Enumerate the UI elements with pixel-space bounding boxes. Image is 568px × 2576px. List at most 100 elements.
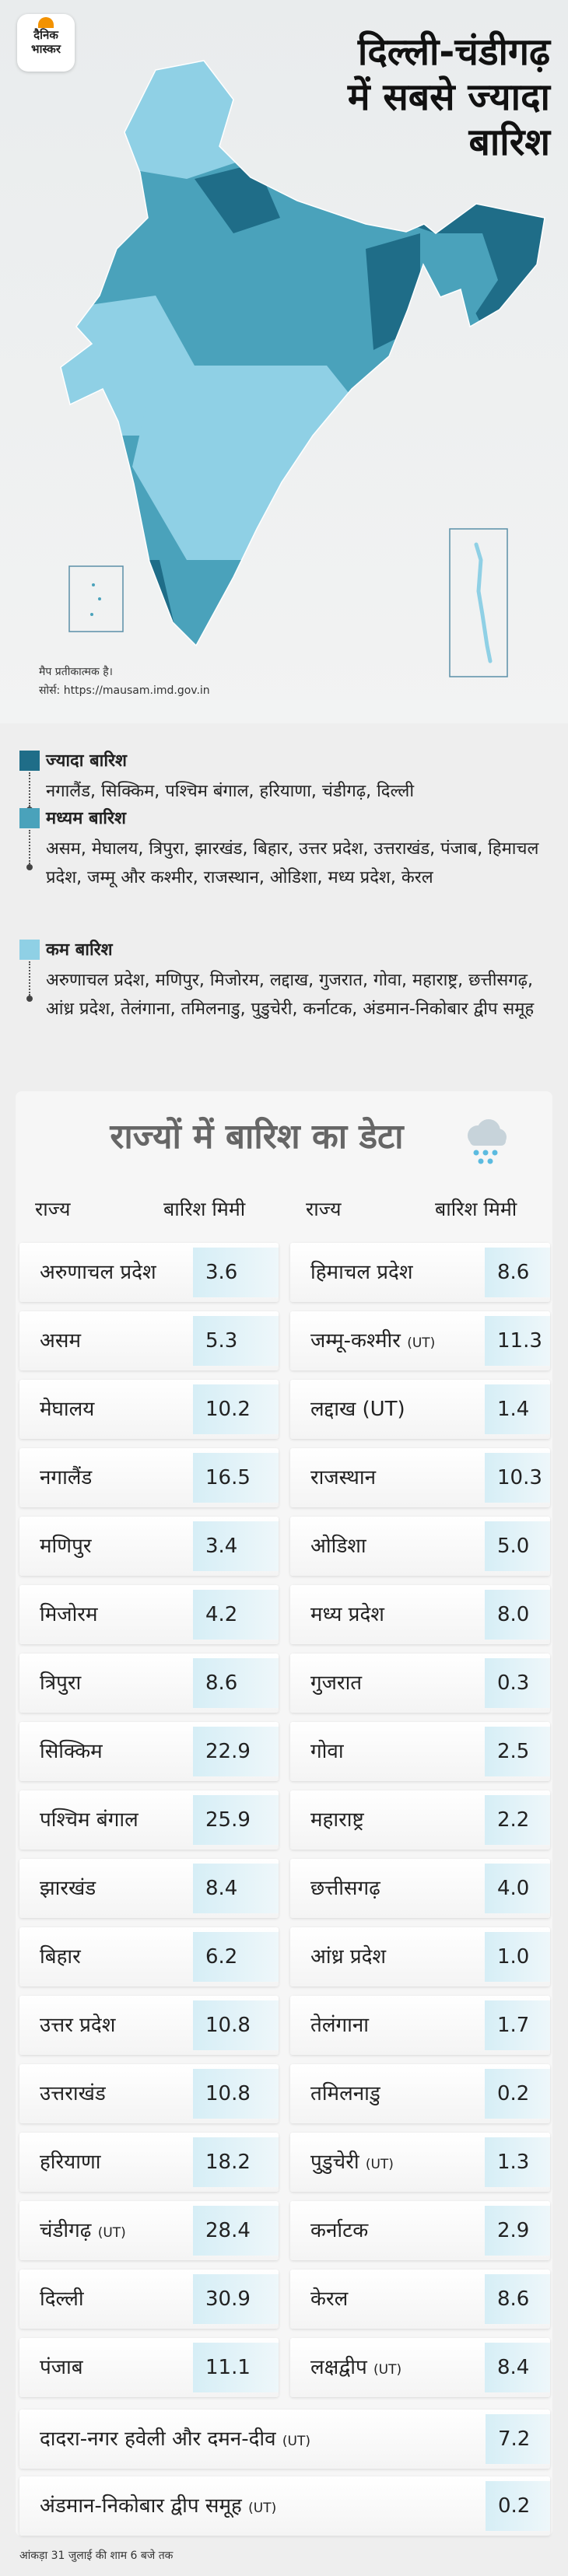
state: उत्तराखंड: [40, 2082, 106, 2105]
ut-tag: (UT): [282, 2434, 310, 2449]
table-cell: लक्षद्वीप (UT) 8.4: [290, 2338, 550, 2397]
table-cell: ओडिशा 5.0: [290, 1517, 550, 1576]
ut-tag: (UT): [373, 2362, 402, 2378]
state-name: उत्तराखंड: [40, 2064, 106, 2123]
state-name: झारखंड: [40, 1859, 96, 1918]
state-name: नगालैंड: [40, 1448, 92, 1507]
state-name: पश्चिम बंगाल: [40, 1790, 138, 1850]
state-name: छत्तीसगढ़: [310, 1859, 380, 1918]
state-name: राजस्थान: [310, 1448, 376, 1507]
state: मणिपुर: [40, 1535, 92, 1558]
state-name: अरुणाचल प्रदेश: [40, 1243, 156, 1302]
title: दिल्ली-चंडीगढ़ में सबसे ज्यादा बारिश: [348, 30, 550, 165]
state: मिजोरम: [40, 1603, 98, 1626]
value-bg: [193, 1453, 279, 1503]
table-title: राज्यों में बारिश का डेटा: [110, 1117, 404, 1157]
value-bg: [193, 1590, 279, 1640]
rain-value: 8.6: [205, 1671, 238, 1695]
rain-value: 1.7: [497, 2014, 530, 2037]
logo-text: दैनिक: [33, 28, 58, 42]
rain-value: 18.2: [205, 2151, 251, 2174]
map-outline: [60, 60, 545, 647]
value-bg: [486, 2414, 550, 2464]
state: ओडिशा: [310, 1535, 366, 1558]
header-rain: बारिश मिमी: [163, 1198, 246, 1220]
rain-value: 2.9: [497, 2219, 530, 2242]
table-cell: मेघालय 10.2: [19, 1380, 279, 1439]
legend-stem: [29, 961, 30, 996]
state: पंजाब: [40, 2356, 83, 2379]
table-cell: त्रिपुरा 8.6: [19, 1654, 279, 1713]
value-bg: [485, 1590, 550, 1640]
footnote: आंकड़ा 31 जुलाई की शाम 6 बजे तक: [19, 2550, 174, 2562]
value-bg: [193, 1316, 279, 1366]
rain-value: 8.0: [497, 1603, 530, 1626]
logo: दैनिक भास्कर: [17, 14, 75, 72]
table-cell: तेलंगाना 1.7: [290, 1996, 550, 2055]
rain-value: 7.2: [498, 2427, 531, 2451]
state: गुजरात: [310, 1671, 363, 1695]
value-bg: [485, 2137, 550, 2187]
value-bg: [485, 1248, 550, 1297]
state-name: मध्य प्रदेश: [310, 1585, 384, 1644]
rain-value: 4.0: [497, 1877, 530, 1900]
state: तमिलनाडु: [310, 2082, 380, 2105]
table-cell: मिजोरम 4.2: [19, 1585, 279, 1644]
legend-group: ज्यादा बारिश नगालैंड, सिक्किम, पश्चिम बंग…: [19, 751, 549, 867]
state: मध्य प्रदेश: [310, 1603, 384, 1626]
title-line: में सबसे ज्यादा: [347, 75, 550, 119]
table-cell: मध्य प्रदेश 8.0: [290, 1585, 550, 1644]
rain-value: 11.1: [205, 2356, 251, 2379]
state: हरियाणा: [40, 2151, 101, 2174]
state: छत्तीसगढ़: [310, 1877, 380, 1900]
rain-value: 16.5: [205, 1466, 251, 1489]
table-cell: पुडुचेरी (UT) 1.3: [290, 2133, 550, 2192]
source: सोर्स: https://mausam.imd.gov.in: [39, 684, 210, 697]
table-cell: लद्दाख (UT) 1.4: [290, 1380, 550, 1439]
legend-label: ज्यादा बारिश: [46, 751, 127, 771]
state-name: लक्षद्वीप (UT): [310, 2338, 401, 2399]
rain-value: 0.3: [497, 1671, 530, 1695]
rain-value: 3.6: [205, 1261, 238, 1284]
rain-value: 2.2: [497, 1808, 530, 1832]
state: झारखंड: [40, 1877, 96, 1900]
state: दादरा-नगर हवेली और दमन-दीव: [40, 2427, 276, 2451]
state: कर्नाटक: [310, 2219, 369, 2242]
table-cell: आंध्र प्रदेश 1.0: [290, 1927, 550, 1986]
state: पश्चिम बंगाल: [40, 1808, 138, 1832]
legend-group: मध्यम बारिश असम, मेघालय, त्रिपुरा, झारखंड…: [19, 808, 549, 925]
rain-value: 1.4: [497, 1398, 530, 1421]
table-cell: जम्मू-कश्मीर (UT) 11.3: [290, 1311, 550, 1370]
rain-value: 1.0: [497, 1945, 530, 1969]
ut-tag: (UT): [407, 1335, 436, 1351]
rain-value: 8.6: [497, 2287, 530, 2311]
rain-icon: [468, 1119, 507, 1164]
table-cell: अरुणाचल प्रदेश 3.6: [19, 1243, 279, 1302]
header-state: राज्य: [306, 1198, 342, 1220]
table-cell: सिक्किम 22.9: [19, 1722, 279, 1781]
state-name: मणिपुर: [40, 1517, 91, 1576]
table-cell: उत्तर प्रदेश 10.8: [19, 1996, 279, 2055]
state-name: महाराष्ट्र: [310, 1790, 364, 1850]
table-cell: हिमाचल प्रदेश 8.6: [290, 1243, 550, 1302]
table-cell: चंडीगढ़ (UT) 28.4: [19, 2201, 279, 2260]
state: बिहार: [40, 1945, 81, 1969]
value-bg: [193, 1795, 279, 1845]
table-cell: तमिलनाडु 0.2: [290, 2064, 550, 2123]
table-cell: अंडमान-निकोबार द्वीप समूह (UT) 0.2: [19, 2476, 550, 2536]
state-name: हरियाणा: [40, 2133, 101, 2192]
value-bg: [485, 1521, 550, 1571]
value-bg: [485, 2206, 550, 2256]
header-rain: बारिश मिमी: [435, 1198, 517, 1220]
value-bg: [193, 1248, 279, 1297]
ut-tag: (UT): [365, 2157, 394, 2172]
table-cell: मणिपुर 3.4: [19, 1517, 279, 1576]
legend-label: मध्यम बारिश: [46, 809, 126, 828]
value-bg: [485, 1727, 550, 1776]
value-bg: [485, 2343, 550, 2392]
state-name: पंजाब: [40, 2338, 83, 2397]
andaman-inset: [449, 528, 508, 677]
value-bg: [193, 1658, 279, 1708]
table-cell: राजस्थान 10.3: [290, 1448, 550, 1507]
